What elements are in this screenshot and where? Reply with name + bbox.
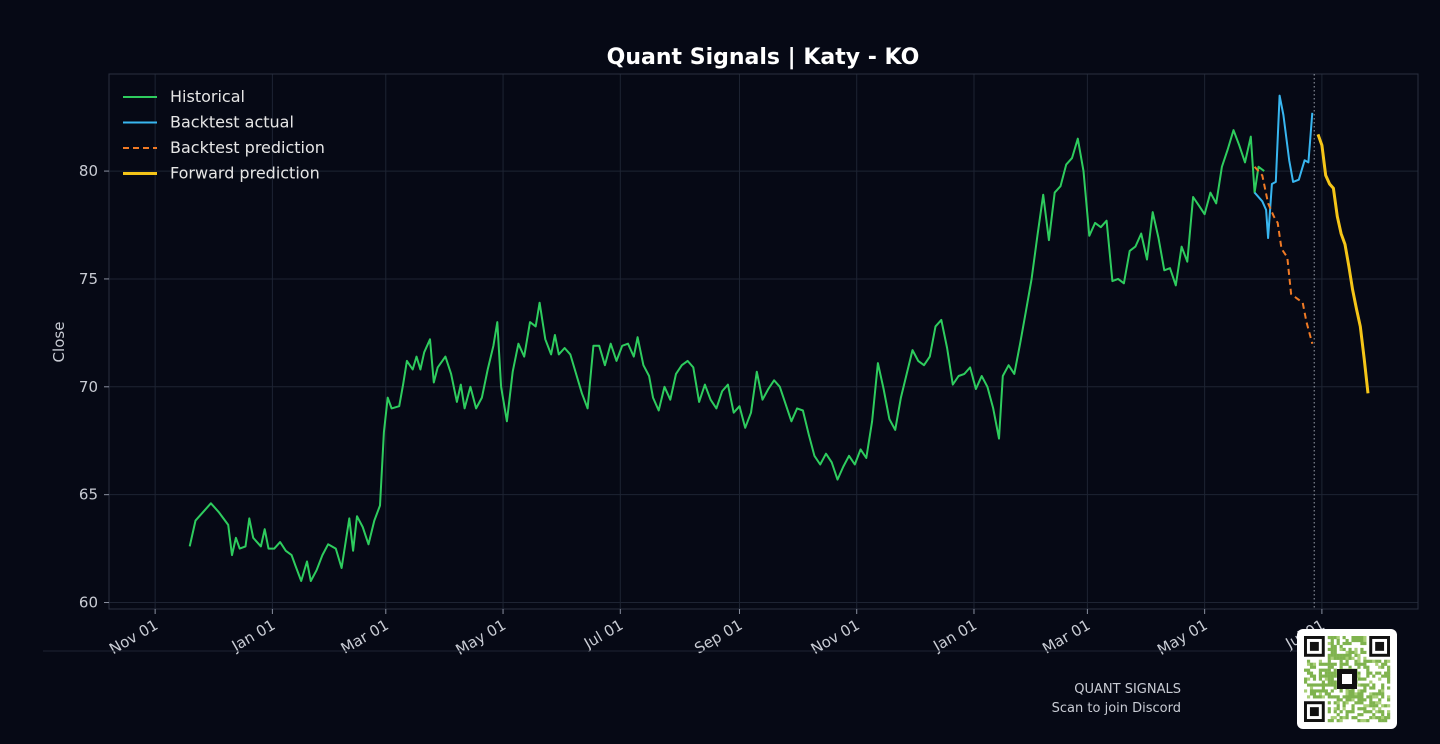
legend-label: Historical [170,87,245,106]
series-layer [188,74,1370,609]
x-tick-label: May 01 [1154,616,1211,659]
x-tick-label: Jan 01 [228,616,279,656]
qr-code-pattern [1304,636,1391,723]
y-tick-label: 75 [79,270,98,288]
legend: Historical Backtest actual Backtest predic… [123,87,325,183]
footer-cta: Scan to join Discord [1051,701,1181,716]
series-line-backtest-prediction [1253,166,1314,344]
x-tick-label: Jan 01 [929,616,980,656]
legend-label: Backtest actual [170,113,294,132]
series-line-historical [188,129,1265,582]
discord-qr-code[interactable] [1297,629,1397,729]
x-tick-label: Jul 01 [580,616,626,653]
x-tick-label: Nov 01 [106,616,161,658]
footer-brand: QUANT SIGNALS [1074,682,1181,697]
chart-title: Quant Signals | Katy - KO [607,45,920,70]
y-tick-label: 70 [79,378,98,396]
plot-frame [108,73,1419,610]
series-line-backtest-actual [1253,94,1314,239]
y-axis: 60 65 70 75 80 [79,162,109,612]
y-tick-label: 65 [79,486,98,504]
legend-label: Backtest prediction [170,138,325,157]
series-line-forward-prediction [1316,133,1370,394]
grid [109,74,1418,609]
y-axis-label: Close [50,322,68,363]
x-tick-label: Nov 01 [808,616,863,658]
y-tick-label: 60 [79,594,98,612]
legend-label: Forward prediction [170,164,320,183]
x-tick-label: May 01 [453,616,510,659]
y-tick-label: 80 [79,162,98,180]
